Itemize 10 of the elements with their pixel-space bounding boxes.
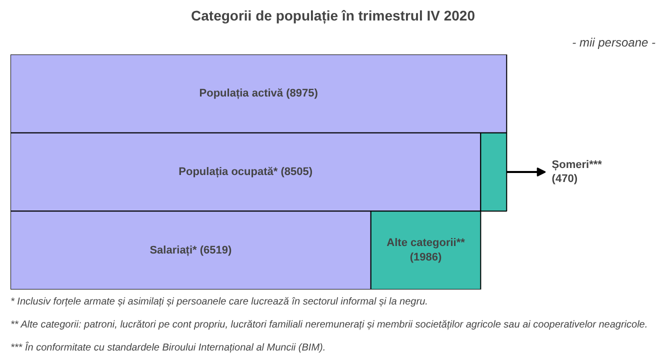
data-label: Alte categorii** (1986) <box>386 237 466 264</box>
text: *** În conformitate cu standardele Biroului Internațional al Muncii (BIM). <box>10 342 326 354</box>
data-label: Populația activă (8975) <box>199 88 318 100</box>
chart-title: Categorii de populație în trimestrul IV 2020 <box>191 8 476 24</box>
text: * Inclusiv forțele armate și asimilați și persoanele care lucrează în sectorul informal și la negru. <box>10 296 428 308</box>
text: ** Alte categorii: patroni, lucrători pe cont propriu, lucrători familiali neremunerați și membrii societăților agricole sau ai cooperativelor neagricole. <box>10 320 648 330</box>
text: - mii persoane - <box>572 36 656 50</box>
data-label: Salariați* (6519) <box>150 244 232 256</box>
data-label: Populația ocupată* (8505) <box>178 166 313 178</box>
data-label: Șomeri*** (470) <box>552 158 603 186</box>
